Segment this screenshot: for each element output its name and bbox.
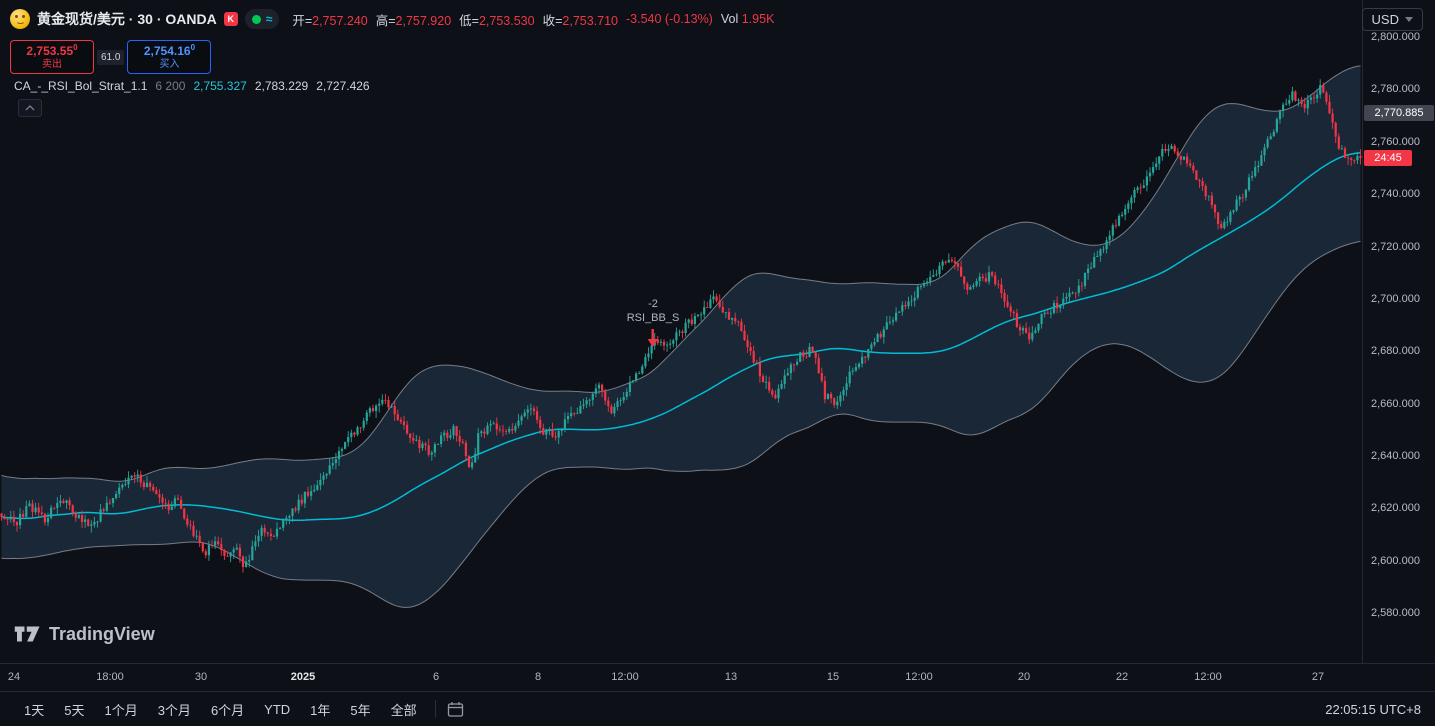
volume-label: Vol <box>720 12 739 26</box>
trade-widget: 2,753.550 卖出 61.0 2,754.160 买入 <box>10 40 212 74</box>
price-tick: 2,800.000 <box>1371 31 1420 43</box>
market-open-dot-icon <box>251 14 261 24</box>
chart-header: 黄金现货/美元 · 30 · OANDA K ≈ 开=2,757.240 高=2… <box>0 0 1435 38</box>
range-button-0[interactable]: 1天 <box>14 695 54 724</box>
signal-marker-line2: RSI_BB_S <box>626 312 680 325</box>
ohlc-stats: 开=2,757.240 高=2,757.920 低=2,753.530 收=2,… <box>292 10 774 29</box>
time-tick: 30 <box>194 671 208 683</box>
tradingview-watermark[interactable]: TradingView <box>14 622 155 646</box>
range-button-4[interactable]: 6个月 <box>201 695 254 724</box>
time-tick: 2025 <box>290 671 316 683</box>
price-tick: 2,600.000 <box>1371 554 1420 567</box>
range-button-5[interactable]: YTD <box>254 697 300 722</box>
open-value: 2,757.240 <box>312 13 368 28</box>
high-label: 高= <box>375 13 396 28</box>
indicator-legend: CA_-_RSI_Bol_Strat_1.1 6 200 2,755.327 2… <box>14 79 370 93</box>
time-tick: 24 <box>7 671 21 683</box>
symbol-title[interactable]: 黄金现货/美元 · 30 · OANDA <box>37 11 217 27</box>
range-button-6[interactable]: 1年 <box>300 695 340 724</box>
time-tick: 12:00 <box>611 671 639 683</box>
price-tick: 2,720.000 <box>1371 240 1420 253</box>
time-tick: 6 <box>432 671 440 683</box>
time-tick: 15 <box>826 671 840 683</box>
buy-button[interactable]: 2,754.160 买入 <box>127 40 212 74</box>
time-tick: 27 <box>1311 671 1325 683</box>
time-tick: 12:00 <box>905 671 933 683</box>
candlestick-chart[interactable] <box>0 0 1362 663</box>
legend-collapse-button[interactable] <box>18 99 42 117</box>
range-button-8[interactable]: 全部 <box>381 695 427 724</box>
price-tick: 2,580.000 <box>1371 607 1420 619</box>
bar-countdown-badge: 24:45 <box>1364 150 1412 167</box>
price-tick: 2,780.000 <box>1371 83 1420 96</box>
price-line-badge: 2,770.885 <box>1364 105 1434 122</box>
k-line-icon[interactable]: K <box>223 12 238 26</box>
toolbar-divider <box>434 700 436 718</box>
range-button-3[interactable]: 3个月 <box>148 695 201 724</box>
indicator-lower-value: 2,727.426 <box>316 79 370 93</box>
price-tick: 2,700.000 <box>1371 292 1420 305</box>
time-tick: 12:00 <box>1194 671 1222 683</box>
sell-button[interactable]: 2,753.550 卖出 <box>10 40 94 74</box>
close-label: 收= <box>542 13 563 28</box>
time-axis[interactable]: 24 18:00 30 2025 6 8 12:00 13 15 12:00 20 22 12:00 27 <box>0 663 1435 691</box>
open-label: 开= <box>292 13 313 28</box>
high-value: 2,757.920 <box>395 13 452 28</box>
market-status-pill[interactable]: ≈ <box>244 9 280 29</box>
time-tick: 22 <box>1115 671 1129 683</box>
indicator-upper-value: 2,783.229 <box>254 79 309 93</box>
delayed-data-icon: ≈ <box>265 12 273 26</box>
price-tick: 2,760.000 <box>1371 135 1420 148</box>
gold-coin-icon <box>10 9 30 29</box>
price-tick: 2,740.000 <box>1371 188 1420 201</box>
price-axis[interactable]: 2,770.885 24:45 2,800.000 2,780.000 2,760.… <box>1362 0 1435 663</box>
low-label: 低= <box>459 13 479 28</box>
low-value: 2,753.530 <box>478 13 535 28</box>
go-to-date-icon[interactable] <box>444 698 467 721</box>
price-tick: 2,640.000 <box>1371 449 1420 462</box>
change-value: -3.540 (-0.13%) <box>626 12 713 26</box>
session-clock[interactable]: 22:05:15 UTC+8 <box>1325 701 1421 717</box>
indicator-middle-value: 2,755.327 <box>193 79 247 93</box>
chevron-up-icon <box>25 105 35 111</box>
chevron-down-icon <box>1405 16 1413 22</box>
signal-marker-line1: -2 <box>648 298 658 311</box>
range-button-1[interactable]: 5天 <box>54 695 94 724</box>
currency-dropdown[interactable]: USD <box>1361 7 1423 31</box>
range-button-7[interactable]: 5年 <box>340 695 380 724</box>
price-tick: 2,660.000 <box>1371 397 1420 410</box>
buy-label: 买入 <box>159 59 180 71</box>
time-tick: 20 <box>1017 671 1031 683</box>
sell-label: 卖出 <box>42 59 62 71</box>
tradingview-logo-icon <box>14 626 40 642</box>
sell-signal-arrow-icon <box>648 328 658 347</box>
volume-value: 1.95K <box>741 12 775 26</box>
watermark-text: TradingView <box>49 623 155 644</box>
time-tick: 18:00 <box>96 671 124 683</box>
price-tick: 2,680.000 <box>1371 345 1420 358</box>
time-tick: 13 <box>724 671 738 683</box>
indicator-name[interactable]: CA_-_RSI_Bol_Strat_1.1 <box>14 79 148 93</box>
indicator-params: 6 200 <box>155 79 186 93</box>
strategy-signal-marker: -2 RSI_BB_S <box>626 298 680 348</box>
currency-value: USD <box>1371 11 1399 27</box>
spread-value: 61.0 <box>97 49 125 65</box>
bottom-toolbar: 1天 5天 1个月 3个月 6个月 YTD 1年 5年 全部 22:05:15 UTC+8 <box>0 691 1435 726</box>
close-value: 2,753.710 <box>562 13 618 28</box>
time-tick: 8 <box>534 671 542 683</box>
price-tick: 2,620.000 <box>1371 502 1420 515</box>
range-button-2[interactable]: 1个月 <box>94 695 147 724</box>
